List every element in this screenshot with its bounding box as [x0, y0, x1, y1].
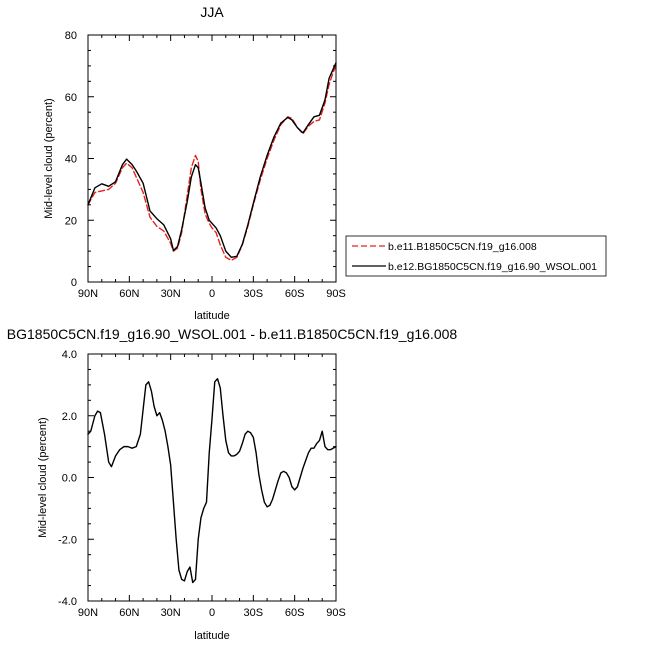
top-x-tick-label: 0: [209, 288, 215, 300]
bottom-panel-title: BG1850C5CN.f19_g16.90_WSOL.001 - b.e11.B…: [7, 326, 458, 342]
bottom-y-tick-label: 0.0: [62, 473, 77, 485]
bottom-x-tick-label: 90N: [78, 607, 98, 619]
top-y-tick-label: 40: [65, 154, 77, 166]
top-x-tick-label: 30N: [161, 288, 181, 300]
top-panel-title: JJA: [200, 4, 224, 20]
bottom-y-tick-label: -2.0: [58, 534, 77, 546]
top-y-tick-label: 80: [65, 30, 77, 42]
top-y-tick-label: 20: [65, 215, 77, 227]
top-y-tick-label: 60: [65, 92, 77, 104]
top-panel-x-ticks: 90N 60N 30N 0 30S 60S 90S: [78, 35, 346, 300]
top-x-tick-label: 90N: [78, 288, 98, 300]
bottom-panel-series: [87, 378, 337, 584]
bottom-panel-x-ticks: 90N 60N 30N 0 30S 60S 90S: [78, 354, 346, 619]
top-panel-frame: [87, 34, 337, 283]
top-x-tick-label: 60S: [285, 288, 305, 300]
bottom-panel-frame: [87, 353, 337, 602]
top-y-tick-label: 0: [71, 277, 77, 289]
bottom-x-tick-label: 30N: [161, 607, 181, 619]
bottom-panel: BG1850C5CN.f19_g16.90_WSOL.001 - b.e11.B…: [7, 326, 458, 642]
legend-label-series-1: b.e11.B1850C5CN.f19_g16.008: [388, 241, 537, 253]
bottom-x-tick-label: 30S: [244, 607, 264, 619]
bottom-x-tick-label: 60S: [285, 607, 305, 619]
top-panel-xlabel: latitude: [194, 310, 229, 322]
bottom-y-tick-label: -4.0: [58, 596, 77, 608]
top-panel-series: [87, 62, 337, 262]
top-x-tick-label: 90S: [326, 288, 346, 300]
top-panel-y-ticks: 0 20 40 60 80: [65, 30, 336, 289]
top-series-line-2: [87, 62, 337, 258]
top-x-tick-label: 60N: [119, 288, 139, 300]
bottom-y-tick-label: 2.0: [62, 411, 77, 423]
bottom-series-line-1: [87, 378, 337, 584]
bottom-panel-xlabel: latitude: [194, 630, 229, 642]
top-x-tick-label: 30S: [244, 288, 264, 300]
bottom-panel-ylabel: Mid-level cloud (percent): [37, 417, 49, 537]
bottom-x-tick-label: 90S: [326, 607, 346, 619]
bottom-x-tick-label: 0: [209, 607, 215, 619]
top-panel: JJA 90N 60N 30N 0 30S 60S 90S 0 20 40 60 80 latitu…: [43, 4, 607, 322]
legend-box: [345, 235, 607, 277]
legend: b.e11.B1850C5CN.f19_g16.008 b.e12.BG1850…: [345, 235, 607, 277]
top-panel-ylabel: Mid-level cloud (percent): [43, 98, 55, 218]
legend-label-series-2: b.e12.BG1850C5CN.f19_g16.90_WSOL.001: [388, 261, 597, 273]
bottom-x-tick-label: 60N: [119, 607, 139, 619]
bottom-y-tick-label: 4.0: [62, 349, 77, 361]
bottom-panel-y-ticks: -4.0 -2.0 0.0 2.0 4.0: [58, 349, 336, 608]
top-series-line-1: [87, 65, 337, 262]
